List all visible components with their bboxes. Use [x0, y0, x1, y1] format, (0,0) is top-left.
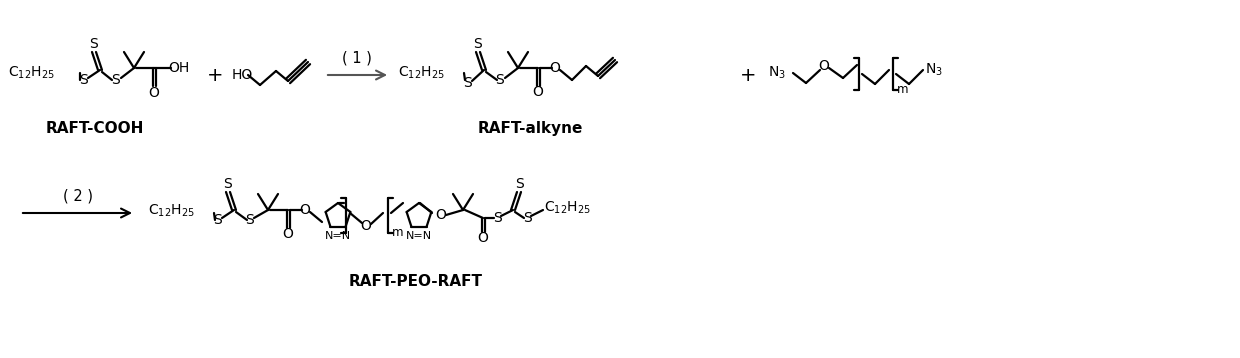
Text: m: m	[392, 227, 404, 240]
Text: O: O	[300, 203, 310, 217]
Text: C$_{12}$H$_{25}$: C$_{12}$H$_{25}$	[148, 203, 195, 219]
Text: O: O	[435, 208, 446, 222]
Text: S: S	[89, 37, 98, 51]
Text: C$_{12}$H$_{25}$: C$_{12}$H$_{25}$	[544, 200, 590, 216]
Text: RAFT-alkyne: RAFT-alkyne	[477, 121, 583, 135]
Text: O: O	[361, 219, 372, 233]
Text: O: O	[818, 59, 830, 73]
Text: +: +	[740, 66, 756, 84]
Text: S: S	[112, 73, 120, 87]
Text: N$_3$: N$_3$	[768, 65, 786, 81]
Text: S: S	[223, 177, 232, 191]
Text: N=N: N=N	[405, 231, 432, 241]
Text: C$_{12}$H$_{25}$: C$_{12}$H$_{25}$	[7, 65, 55, 81]
Text: RAFT-COOH: RAFT-COOH	[46, 121, 144, 135]
Text: N$_3$: N$_3$	[925, 62, 942, 78]
Text: S: S	[522, 211, 532, 225]
Text: ( 1 ): ( 1 )	[342, 50, 372, 66]
Text: O: O	[532, 85, 543, 99]
Text: OH: OH	[169, 61, 190, 75]
Text: ( 2 ): ( 2 )	[63, 189, 93, 203]
Text: S: S	[492, 211, 501, 225]
Text: RAFT-PEO-RAFT: RAFT-PEO-RAFT	[348, 274, 484, 289]
Text: HO: HO	[232, 68, 253, 82]
Text: S: S	[474, 37, 482, 51]
Text: S: S	[496, 73, 505, 87]
Text: +: +	[207, 66, 223, 84]
Text: S: S	[213, 213, 222, 227]
Text: N=N: N=N	[325, 231, 351, 241]
Text: S: S	[464, 76, 472, 90]
Text: S: S	[79, 73, 88, 87]
Text: S: S	[246, 213, 254, 227]
Text: O: O	[549, 61, 560, 75]
Text: C$_{12}$H$_{25}$: C$_{12}$H$_{25}$	[398, 65, 445, 81]
Text: O: O	[149, 86, 160, 100]
Text: S: S	[515, 177, 523, 191]
Text: O: O	[477, 231, 489, 245]
Text: O: O	[283, 227, 294, 241]
Text: m: m	[898, 82, 909, 96]
